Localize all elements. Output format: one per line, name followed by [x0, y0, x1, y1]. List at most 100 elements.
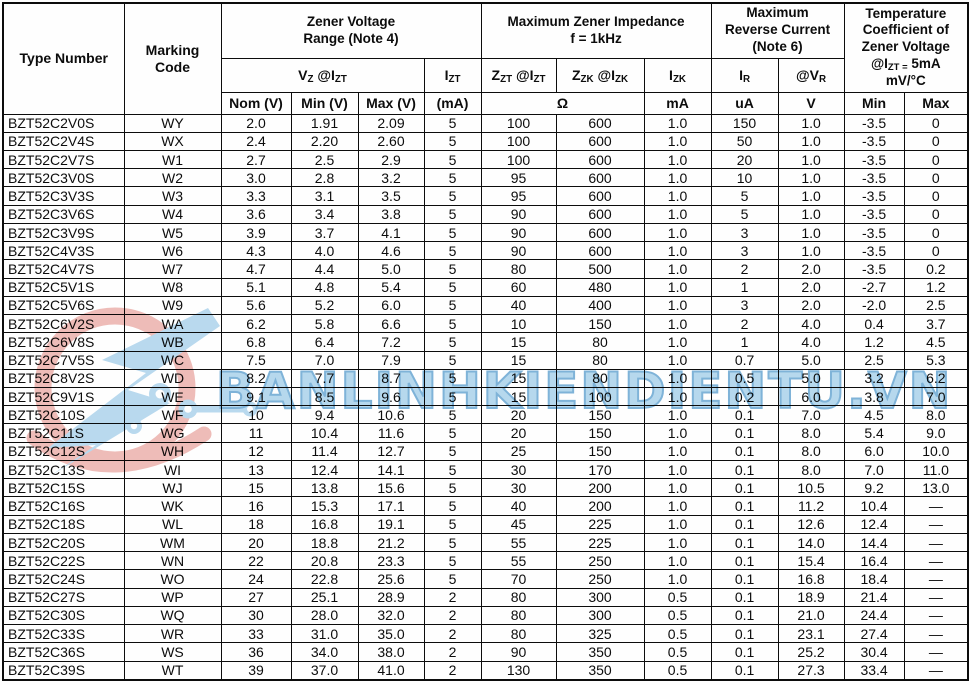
- value-cell: 90: [480, 204, 557, 224]
- value-cell: 45: [480, 514, 557, 534]
- table-row: BZT52C39S WT 39 37.0 41.0 2 130 350 0.5 0.1 27.3 33…: [2, 660, 969, 681]
- value-cell: 80: [480, 259, 557, 279]
- value-cell: 30: [480, 459, 557, 480]
- value-cell: 1.0: [643, 259, 712, 279]
- type-number-cell: BZT52C27S: [2, 587, 125, 607]
- value-cell: 7.0: [777, 405, 845, 425]
- value-cell: -3.5: [843, 131, 905, 151]
- value-cell: 18: [220, 514, 292, 534]
- value-cell: —: [903, 532, 969, 553]
- value-cell: 2: [423, 642, 482, 662]
- value-cell: 14.0: [777, 532, 845, 553]
- value-cell: 5: [423, 332, 482, 352]
- value-cell: 39: [220, 660, 292, 681]
- value-cell: 5.0: [357, 259, 425, 279]
- value-cell: 600: [555, 241, 645, 261]
- value-cell: 15: [480, 332, 557, 352]
- value-cell: 3: [710, 295, 779, 316]
- value-cell: 35.0: [357, 624, 425, 644]
- value-cell: 5: [423, 368, 482, 389]
- value-cell: 1.0: [643, 222, 712, 243]
- unit-tc-max: Max: [903, 91, 969, 115]
- value-cell: 100: [480, 131, 557, 151]
- value-cell: 0: [903, 204, 969, 224]
- value-cell: 16.8: [290, 514, 359, 534]
- value-cell: -2.7: [843, 277, 905, 297]
- value-cell: 3.0: [220, 168, 292, 188]
- value-cell: 38.0: [357, 642, 425, 662]
- marking-code-cell: WJ: [123, 478, 222, 498]
- marking-code-cell: W1: [123, 149, 222, 170]
- marking-code-cell: WG: [123, 423, 222, 443]
- value-cell: 10.0: [903, 441, 969, 461]
- value-cell: 3.2: [843, 368, 905, 389]
- value-cell: 36: [220, 642, 292, 662]
- value-cell: 23.3: [357, 551, 425, 571]
- value-cell: 1.0: [777, 186, 845, 206]
- value-cell: 0.1: [710, 605, 779, 626]
- value-cell: 22.8: [290, 569, 359, 589]
- value-cell: 4.3: [220, 241, 292, 261]
- value-cell: 225: [555, 514, 645, 534]
- value-cell: 9.0: [903, 423, 969, 443]
- value-cell: 5: [423, 168, 482, 188]
- value-cell: 1.0: [643, 569, 712, 589]
- value-cell: 5: [710, 186, 779, 206]
- value-cell: 8.2: [220, 368, 292, 389]
- value-cell: 50: [710, 131, 779, 151]
- unit-izt-ma: (mA): [423, 91, 482, 115]
- value-cell: 8.7: [357, 368, 425, 389]
- value-cell: 2.60: [357, 131, 425, 151]
- value-cell: 9.6: [357, 387, 425, 407]
- value-cell: 95: [480, 168, 557, 188]
- value-cell: —: [903, 624, 969, 644]
- marking-code-cell: WM: [123, 532, 222, 553]
- marking-code-cell: WT: [123, 660, 222, 681]
- value-cell: 5: [423, 532, 482, 553]
- value-cell: 1.0: [643, 186, 712, 206]
- value-cell: 1.0: [777, 241, 845, 261]
- value-cell: 16.4: [843, 551, 905, 571]
- value-cell: 150: [555, 405, 645, 425]
- value-cell: 25.2: [777, 642, 845, 662]
- value-cell: 3.8: [843, 387, 905, 407]
- value-cell: 5.0: [777, 350, 845, 370]
- value-cell: 80: [555, 332, 645, 352]
- value-cell: 150: [555, 423, 645, 443]
- value-cell: 1.0: [777, 149, 845, 170]
- unit-min-v: Min (V): [290, 91, 359, 115]
- value-cell: 55: [480, 551, 557, 571]
- value-cell: 600: [555, 149, 645, 170]
- value-cell: 600: [555, 131, 645, 151]
- col-header-marking-code: Marking Code: [123, 2, 222, 115]
- value-cell: 9.1: [220, 387, 292, 407]
- value-cell: 2.0: [777, 277, 845, 297]
- value-cell: 6.2: [220, 314, 292, 334]
- type-number-cell: BZT52C2V4S: [2, 131, 125, 151]
- table-row: BZT52C20S WM 20 18.8 21.2 5 55 225 1.0 0.1 14.0 14.…: [2, 532, 969, 553]
- value-cell: 7.2: [357, 332, 425, 352]
- value-cell: 8.0: [777, 441, 845, 461]
- value-cell: 22: [220, 551, 292, 571]
- value-cell: 27.3: [777, 660, 845, 681]
- value-cell: 80: [555, 350, 645, 370]
- value-cell: 24.4: [843, 605, 905, 626]
- value-cell: 6.0: [777, 387, 845, 407]
- marking-code-cell: WR: [123, 624, 222, 644]
- value-cell: 10.4: [843, 496, 905, 516]
- unit-vr-v: V: [777, 91, 845, 115]
- value-cell: 8.0: [903, 405, 969, 425]
- value-cell: 3.2: [357, 168, 425, 188]
- value-cell: 7.7: [290, 368, 359, 389]
- value-cell: 16.8: [777, 569, 845, 589]
- value-cell: 5.8: [290, 314, 359, 334]
- value-cell: 0.1: [710, 441, 779, 461]
- value-cell: 1.0: [777, 113, 845, 133]
- value-cell: 70: [480, 569, 557, 589]
- value-cell: —: [903, 569, 969, 589]
- value-cell: 6.4: [290, 332, 359, 352]
- header-row-symbols: VZ @IZT IZT ZZT @IZT ZZK @IZK IZK IR @VR: [3, 57, 968, 93]
- table-header: Type Number Marking Code Zener Voltage Ran…: [2, 2, 969, 115]
